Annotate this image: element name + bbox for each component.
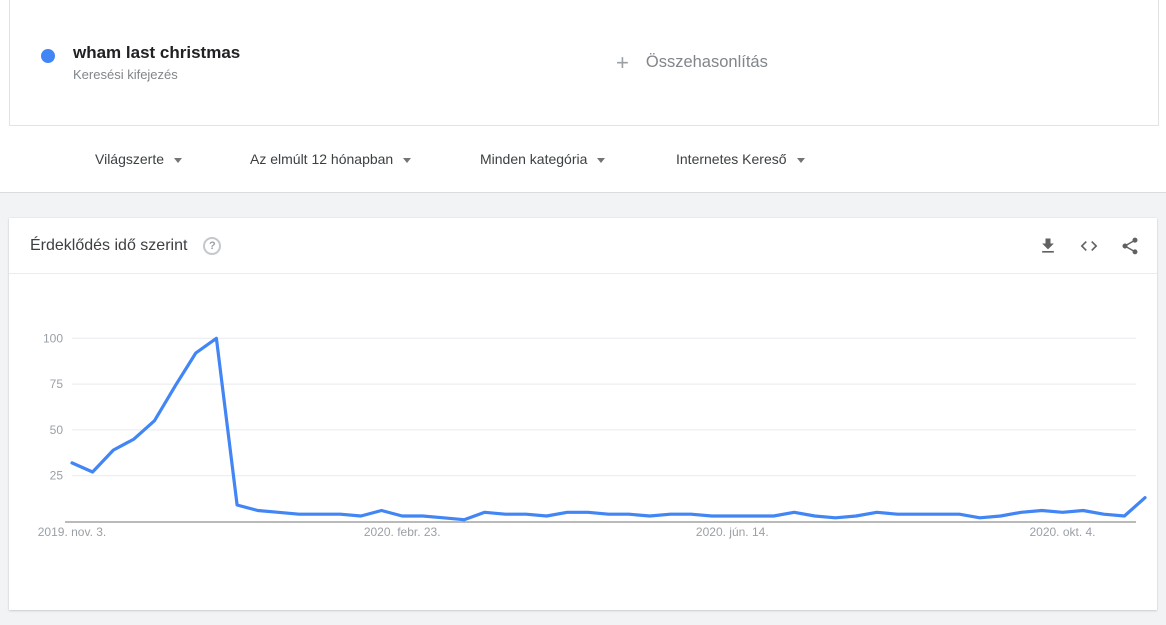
chart-title: Érdeklődés idő szerint	[30, 236, 188, 254]
search-term-text: wham last christmas Keresési kifejezés	[73, 42, 240, 82]
chevron-down-icon	[403, 157, 412, 163]
y-axis-label: 75	[50, 377, 64, 391]
y-axis-label: 50	[50, 423, 64, 437]
search-term-type: Keresési kifejezés	[73, 67, 178, 82]
chevron-down-icon	[597, 157, 606, 163]
add-comparison-label: Összehasonlítás	[645, 53, 768, 71]
search-term[interactable]: wham last christmas Keresési kifejezés	[41, 42, 240, 82]
filter-category-dropdown[interactable]: Minden kategória	[480, 126, 606, 192]
header-section: wham last christmas Keresési kifejezés +…	[0, 0, 1166, 126]
x-axis-label: 2019. nov. 3.	[38, 525, 107, 539]
filter-category-label: Minden kategória	[480, 151, 588, 167]
y-axis-label: 25	[50, 469, 64, 483]
interest-over-time-card: Érdeklődés idő szerint ? 25 50 75 100 2019. …	[9, 218, 1157, 610]
series-color-dot	[41, 49, 55, 63]
chart-actions	[1038, 218, 1140, 273]
embed-icon[interactable]	[1079, 236, 1099, 256]
filter-search-type-dropdown[interactable]: Internetes Kereső	[676, 126, 805, 192]
filter-region-dropdown[interactable]: Világszerte	[95, 126, 183, 192]
help-symbol: ?	[209, 239, 216, 252]
add-comparison-button[interactable]: + Összehasonlítás	[616, 0, 768, 125]
filter-time-dropdown[interactable]: Az elmúlt 12 hónapban	[250, 126, 412, 192]
x-axis-label: 2020. okt. 4.	[1029, 525, 1095, 539]
help-icon[interactable]: ?	[203, 236, 222, 255]
search-term-title: wham last christmas	[73, 43, 241, 62]
share-icon[interactable]	[1120, 236, 1140, 256]
x-axis-label: 2020. jún. 14.	[696, 525, 769, 539]
trend-line	[70, 336, 1147, 522]
chevron-down-icon	[174, 157, 183, 163]
plus-icon: +	[616, 49, 629, 75]
interest-over-time-chart[interactable]: 25 50 75 100 2019. nov. 3. 2020. febr. 23. 202…	[9, 218, 1157, 610]
y-axis-label: 100	[43, 331, 63, 345]
download-icon[interactable]	[1038, 236, 1058, 256]
filter-region-label: Világszerte	[95, 151, 165, 167]
chart-card-header: Érdeklődés idő szerint ?	[9, 218, 1157, 274]
search-term-card: wham last christmas Keresési kifejezés +…	[9, 0, 1159, 126]
x-axis-label: 2020. febr. 23.	[364, 525, 441, 539]
chevron-down-icon	[796, 157, 805, 163]
filter-bar: Világszerte Az elmúlt 12 hónapban Minden…	[0, 126, 1166, 193]
filter-time-label: Az elmúlt 12 hónapban	[250, 151, 394, 167]
filter-search-type-label: Internetes Kereső	[676, 151, 787, 167]
